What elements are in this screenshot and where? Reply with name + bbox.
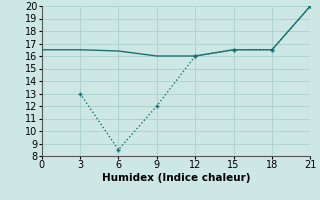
X-axis label: Humidex (Indice chaleur): Humidex (Indice chaleur) (102, 173, 250, 183)
